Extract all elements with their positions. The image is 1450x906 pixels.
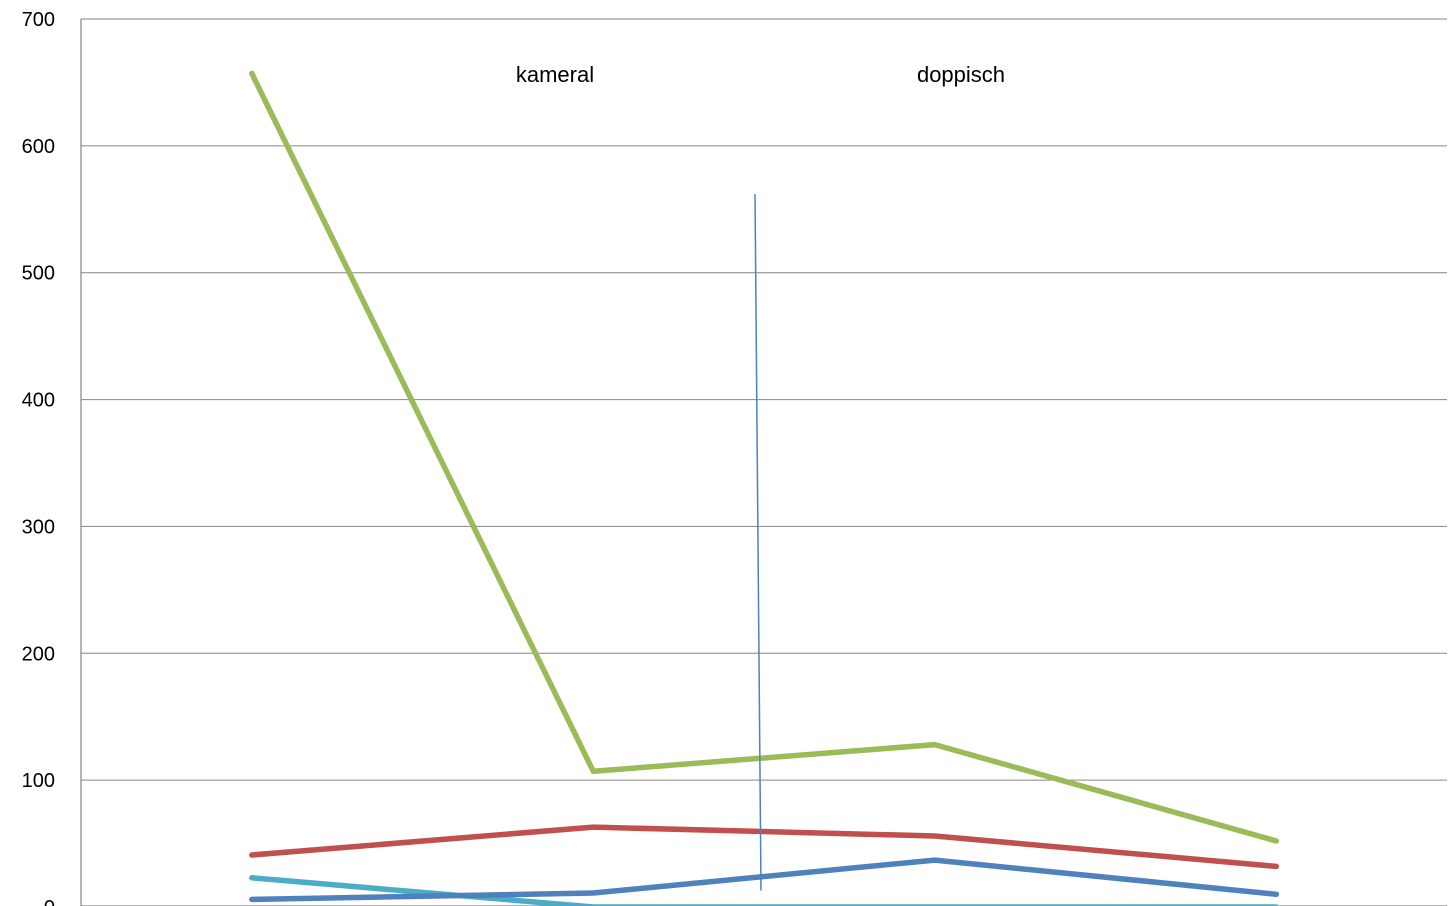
divider-line <box>754 194 762 891</box>
y-tick-label: 0 <box>44 897 55 906</box>
series-lines <box>249 70 1280 906</box>
y-tick-label: 500 <box>22 263 55 285</box>
series-line-3 <box>249 875 1279 906</box>
y-tick-label: 400 <box>22 390 55 412</box>
annotation-doppisch: doppisch <box>917 62 1005 87</box>
axes <box>80 19 1447 906</box>
y-tick-label: 100 <box>22 770 55 792</box>
gridlines <box>81 18 1447 781</box>
series-line-0 <box>249 70 1280 844</box>
series-line-1 <box>249 824 1280 870</box>
y-tick-label: 600 <box>22 136 55 158</box>
series-line-2 <box>249 857 1280 903</box>
y-tick-label: 300 <box>22 516 55 538</box>
y-tick-label: 200 <box>22 643 55 665</box>
y-tick-label: 700 <box>22 9 55 31</box>
annotations: kameral doppisch <box>516 62 1005 87</box>
annotation-kameral: kameral <box>516 62 594 87</box>
y-tick-labels: 0 100 200 300 400 500 600 700 <box>22 9 55 906</box>
divider <box>754 194 762 891</box>
